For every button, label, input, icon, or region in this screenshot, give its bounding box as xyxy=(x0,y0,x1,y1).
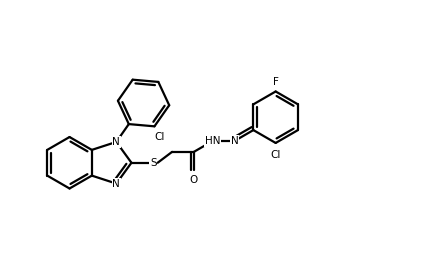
Text: F: F xyxy=(273,76,278,87)
Text: S: S xyxy=(150,158,157,168)
Text: Cl: Cl xyxy=(270,150,281,160)
Text: N: N xyxy=(112,179,120,189)
Text: N: N xyxy=(112,137,120,147)
Text: Cl: Cl xyxy=(154,132,165,142)
Text: O: O xyxy=(190,175,198,185)
Text: N: N xyxy=(230,136,238,146)
Text: HN: HN xyxy=(205,136,221,146)
